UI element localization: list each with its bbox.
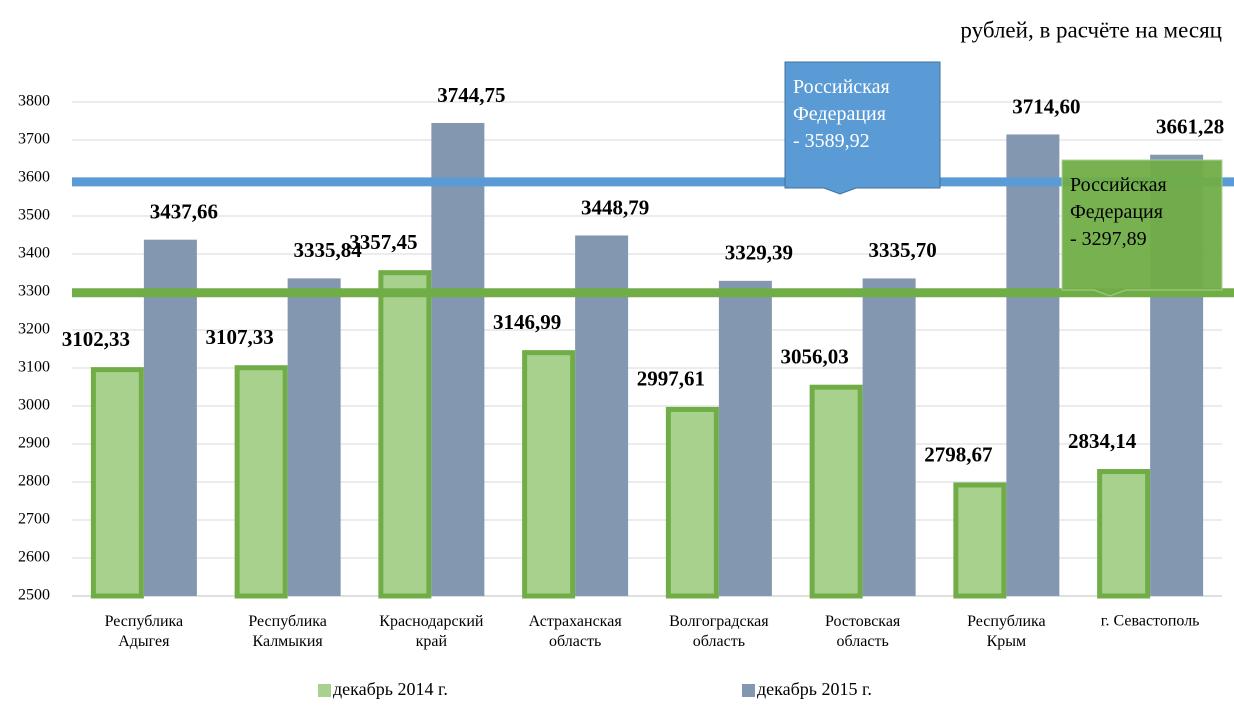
- callout: [1061, 159, 1223, 297]
- y-tick-label: 3800: [18, 93, 50, 110]
- legend-swatch: [318, 684, 331, 697]
- data-label: 3744,75: [437, 83, 505, 107]
- callout-text: Российская Федерация - 3297,89: [1070, 174, 1167, 250]
- y-tick-label: 2900: [18, 435, 50, 452]
- x-tick-label: Республика Калмыкия: [248, 613, 327, 650]
- data-label: 3335,70: [869, 238, 937, 262]
- y-tick-label: 3600: [18, 169, 50, 186]
- x-tick-label: Республика Крым: [967, 613, 1046, 650]
- x-tick-label: Краснодарский край: [379, 613, 484, 650]
- y-tick-label: 2700: [18, 511, 50, 528]
- y-tick-label: 3400: [18, 245, 50, 262]
- data-label: 3107,33: [206, 325, 274, 349]
- y-tick-label: 3700: [18, 131, 50, 148]
- bar: [143, 239, 197, 596]
- bar: [378, 270, 432, 599]
- x-tick-label: Республика Адыгея: [105, 613, 184, 650]
- bar: [809, 384, 863, 599]
- data-label: 3714,60: [1012, 94, 1080, 118]
- data-label: 2997,61: [637, 367, 705, 391]
- bar: [234, 365, 288, 599]
- y-tick-label: 3100: [18, 359, 50, 376]
- data-label: 3102,33: [62, 327, 130, 351]
- y-tick-label: 2600: [18, 549, 50, 566]
- callout-text: Российская Федерация - 3589,92: [793, 76, 890, 152]
- data-label: 3357,45: [349, 230, 417, 254]
- legend-label: декабрь 2015 г.: [757, 679, 872, 699]
- bar: [665, 406, 719, 599]
- data-label: 3335,84: [294, 238, 363, 262]
- x-tick-label: г. Севастополь: [1101, 613, 1200, 630]
- x-tick-label: Волгоградская область: [669, 613, 769, 650]
- bar: [431, 122, 485, 597]
- data-label: 3437,66: [150, 200, 218, 224]
- bar: [287, 278, 341, 596]
- bar: [1097, 469, 1151, 599]
- callout: [784, 61, 941, 195]
- y-tick-label: 2500: [18, 587, 50, 604]
- data-label: 2798,67: [924, 442, 992, 466]
- bar: [522, 350, 576, 599]
- legend-label: декабрь 2014 г.: [333, 679, 448, 699]
- data-label: 3329,39: [725, 241, 793, 265]
- data-label: 3146,99: [493, 310, 561, 334]
- data-label: 3661,28: [1156, 115, 1224, 139]
- y-tick-label: 3200: [18, 321, 50, 338]
- x-tick-label: Астраханская область: [529, 613, 623, 650]
- bar: [862, 278, 916, 596]
- data-label: 3448,79: [581, 195, 649, 219]
- data-label: 2834,14: [1068, 429, 1137, 453]
- bar: [953, 482, 1007, 599]
- y-tick-label: 3500: [18, 207, 50, 224]
- legend-swatch: [742, 684, 755, 697]
- y-tick-label: 3000: [18, 397, 50, 414]
- y-tick-label: 3300: [18, 283, 50, 300]
- bar: [718, 280, 772, 596]
- data-label: 3056,03: [781, 345, 849, 369]
- subtitle: рублей, в расчёте на месяц: [960, 17, 1222, 42]
- bar: [90, 367, 144, 599]
- bar: [1006, 134, 1060, 596]
- y-tick-label: 2800: [18, 473, 50, 490]
- x-tick-label: Ростовская область: [825, 613, 901, 650]
